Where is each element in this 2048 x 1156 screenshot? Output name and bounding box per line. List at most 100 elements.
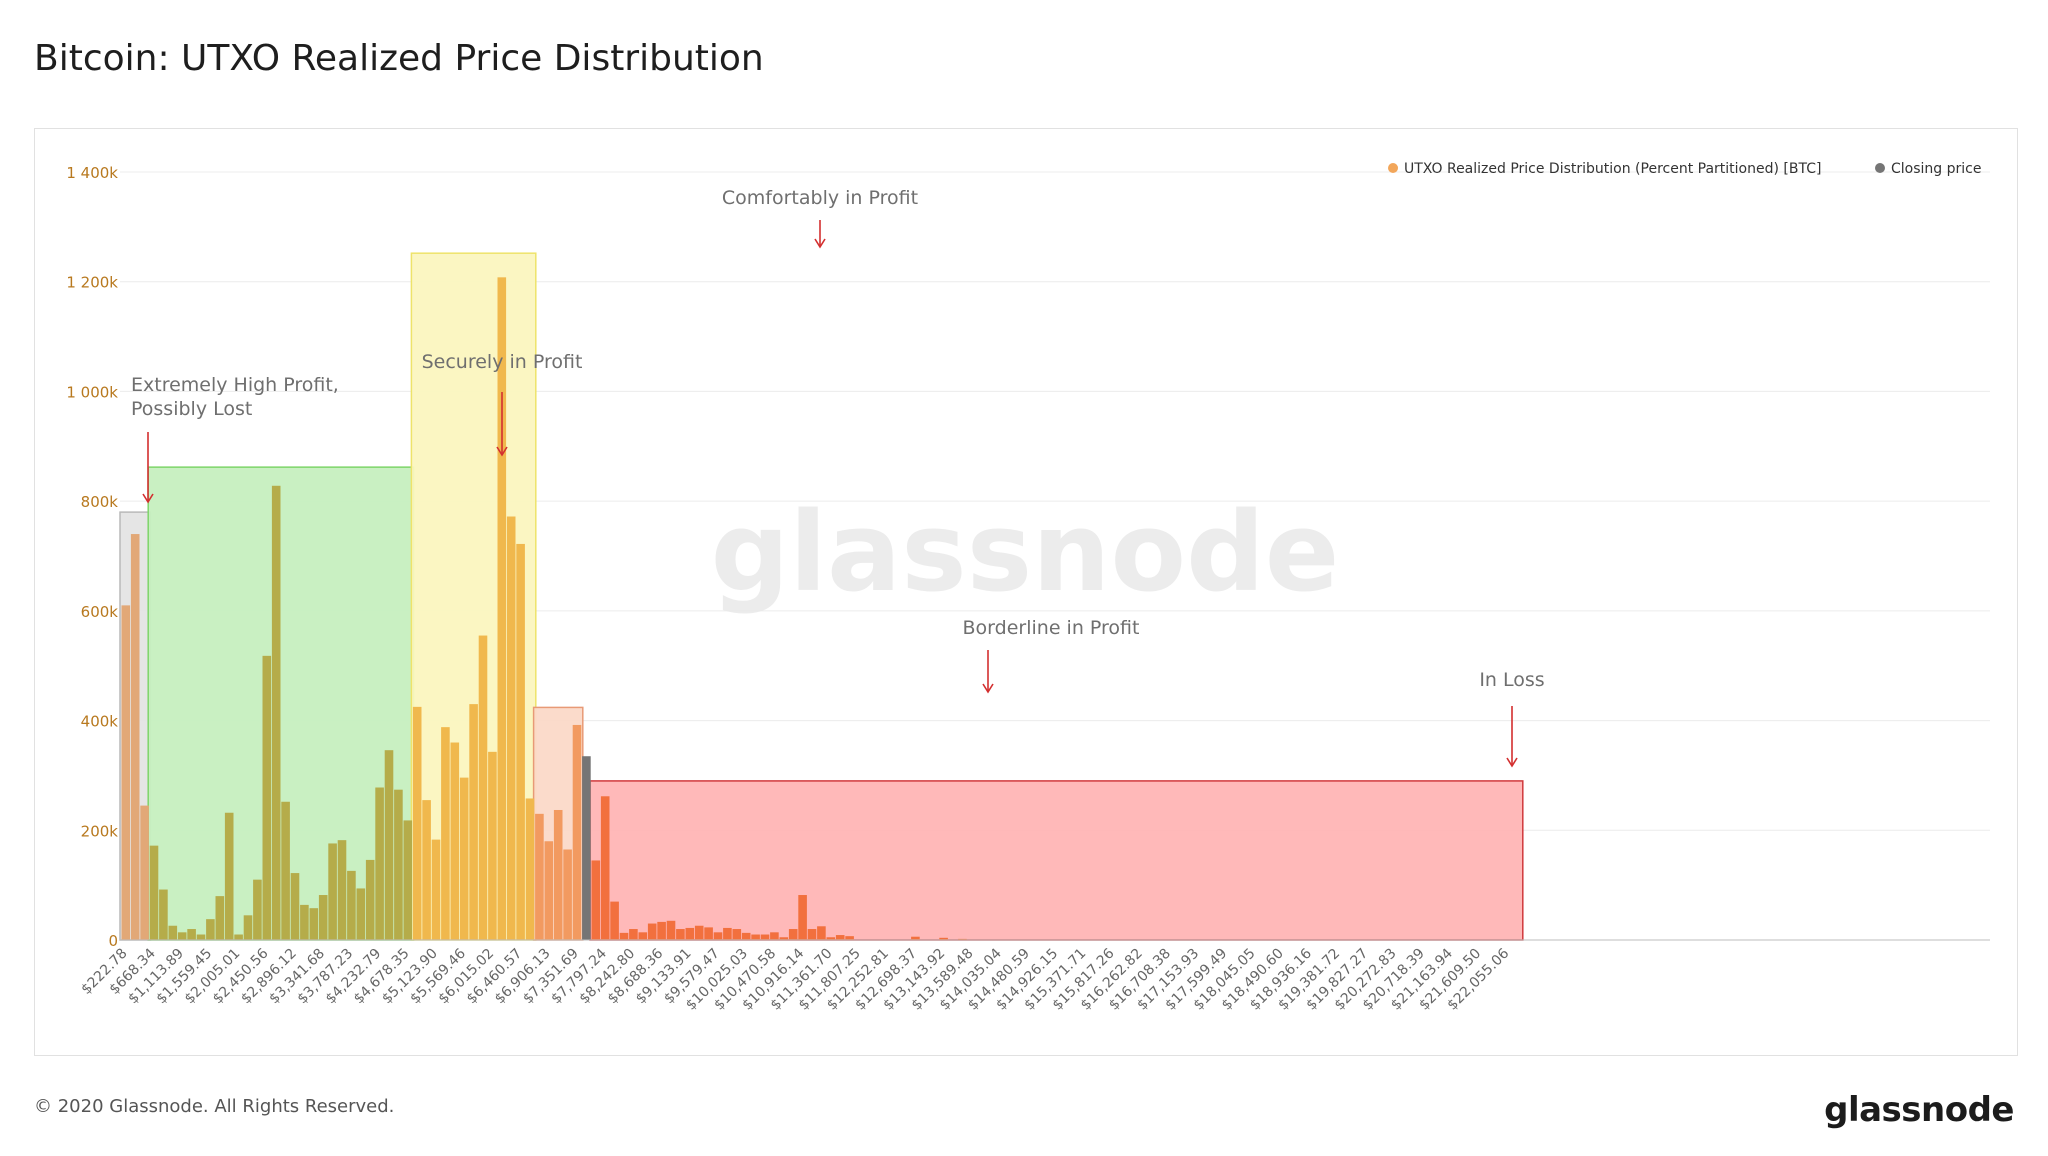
bar[interactable] bbox=[629, 929, 638, 940]
bar[interactable] bbox=[187, 929, 196, 940]
bar[interactable] bbox=[694, 925, 704, 940]
bar[interactable] bbox=[516, 543, 525, 940]
bar[interactable] bbox=[600, 796, 610, 940]
bar[interactable] bbox=[168, 925, 178, 940]
bar[interactable] bbox=[751, 934, 760, 940]
y-tick-label: 1 200k bbox=[66, 274, 118, 292]
bar[interactable] bbox=[779, 937, 789, 940]
bar[interactable] bbox=[788, 929, 798, 940]
bar[interactable] bbox=[826, 937, 836, 940]
bar[interactable] bbox=[309, 908, 319, 940]
bar[interactable] bbox=[365, 859, 375, 940]
bar[interactable] bbox=[525, 798, 535, 940]
bar[interactable] bbox=[647, 923, 657, 940]
bar[interactable] bbox=[253, 879, 262, 940]
bar[interactable] bbox=[271, 485, 281, 940]
bar[interactable] bbox=[657, 921, 666, 940]
closing-price-bar[interactable] bbox=[582, 756, 591, 940]
bar[interactable] bbox=[196, 934, 206, 940]
bar[interactable] bbox=[384, 750, 394, 940]
bar[interactable] bbox=[469, 704, 478, 940]
bar[interactable] bbox=[723, 927, 732, 940]
bar[interactable] bbox=[394, 789, 403, 940]
bar[interactable] bbox=[488, 751, 497, 940]
bar[interactable] bbox=[412, 706, 422, 940]
bar[interactable] bbox=[958, 938, 967, 940]
bar[interactable] bbox=[290, 873, 300, 940]
bar[interactable] bbox=[375, 787, 384, 940]
legend-label-closing-price[interactable]: Closing price bbox=[1891, 161, 1981, 177]
legend-swatch-utxo[interactable] bbox=[1388, 163, 1398, 173]
bar[interactable] bbox=[215, 896, 225, 940]
bar[interactable] bbox=[300, 904, 309, 940]
bar[interactable] bbox=[478, 635, 488, 940]
bar[interactable] bbox=[177, 932, 187, 940]
bar[interactable] bbox=[770, 932, 779, 940]
bar[interactable] bbox=[441, 727, 450, 940]
bar[interactable] bbox=[553, 809, 563, 940]
bar[interactable] bbox=[704, 927, 713, 940]
footer-copyright: © 2020 Glassnode. All Rights Reserved. bbox=[34, 1096, 395, 1117]
bar[interactable] bbox=[403, 820, 413, 940]
bar[interactable] bbox=[939, 937, 948, 940]
bar[interactable] bbox=[760, 934, 770, 940]
bar[interactable] bbox=[431, 839, 441, 940]
bar[interactable] bbox=[835, 935, 845, 940]
bar[interactable] bbox=[243, 915, 253, 940]
y-tick-label: 800k bbox=[81, 493, 119, 511]
bar[interactable] bbox=[121, 605, 131, 940]
bar[interactable] bbox=[676, 929, 685, 940]
bar[interactable] bbox=[544, 841, 554, 940]
legend-swatch-closing-price[interactable] bbox=[1875, 163, 1885, 173]
bar[interactable] bbox=[817, 926, 826, 940]
y-tick-label: 600k bbox=[81, 603, 119, 621]
bar[interactable] bbox=[619, 932, 629, 940]
bar[interactable] bbox=[497, 277, 507, 941]
bar[interactable] bbox=[807, 929, 817, 940]
zone-4 bbox=[589, 780, 1524, 941]
watermark: glassnode bbox=[711, 488, 1340, 616]
bar[interactable] bbox=[685, 927, 695, 940]
y-tick-label: 400k bbox=[81, 713, 119, 731]
bar[interactable] bbox=[741, 932, 751, 940]
y-tick-label: 1 000k bbox=[66, 383, 118, 401]
bar[interactable] bbox=[638, 932, 648, 940]
bar[interactable] bbox=[318, 895, 328, 940]
y-tick-label: 200k bbox=[81, 822, 119, 840]
bar[interactable] bbox=[450, 742, 460, 940]
bar[interactable] bbox=[798, 895, 807, 940]
bar[interactable] bbox=[281, 801, 290, 940]
bar[interactable] bbox=[234, 934, 243, 940]
bar[interactable] bbox=[591, 860, 601, 940]
bar[interactable] bbox=[845, 936, 854, 940]
y-tick-label: 0 bbox=[108, 932, 118, 950]
bar[interactable] bbox=[572, 724, 582, 940]
zone-label: Comfortably in Profit bbox=[722, 187, 918, 209]
bar[interactable] bbox=[206, 919, 215, 940]
bar[interactable] bbox=[159, 889, 168, 940]
bar[interactable] bbox=[732, 929, 742, 940]
bar[interactable] bbox=[140, 805, 149, 940]
bar[interactable] bbox=[149, 845, 159, 940]
bar[interactable] bbox=[337, 840, 347, 940]
bar[interactable] bbox=[610, 901, 619, 940]
glassnode-logo[interactable]: glassnode bbox=[1824, 1090, 2014, 1130]
bar[interactable] bbox=[347, 870, 356, 940]
legend-label-utxo[interactable]: UTXO Realized Price Distribution (Percen… bbox=[1404, 161, 1821, 177]
bar[interactable] bbox=[666, 920, 676, 940]
bar[interactable] bbox=[224, 812, 234, 940]
bar[interactable] bbox=[130, 534, 140, 940]
page-title: Bitcoin: UTXO Realized Price Distributio… bbox=[34, 38, 764, 79]
bar[interactable] bbox=[911, 936, 920, 940]
bar[interactable] bbox=[506, 516, 516, 940]
bar[interactable] bbox=[459, 777, 469, 940]
bar[interactable] bbox=[535, 813, 544, 940]
zone-label: Possibly Lost bbox=[131, 398, 252, 420]
bar[interactable] bbox=[563, 849, 572, 940]
bar[interactable] bbox=[262, 655, 272, 940]
bar[interactable] bbox=[422, 800, 431, 940]
bar[interactable] bbox=[713, 932, 723, 940]
bar[interactable] bbox=[328, 843, 337, 940]
zone-label: Borderline in Profit bbox=[963, 617, 1140, 639]
bar[interactable] bbox=[356, 888, 366, 940]
